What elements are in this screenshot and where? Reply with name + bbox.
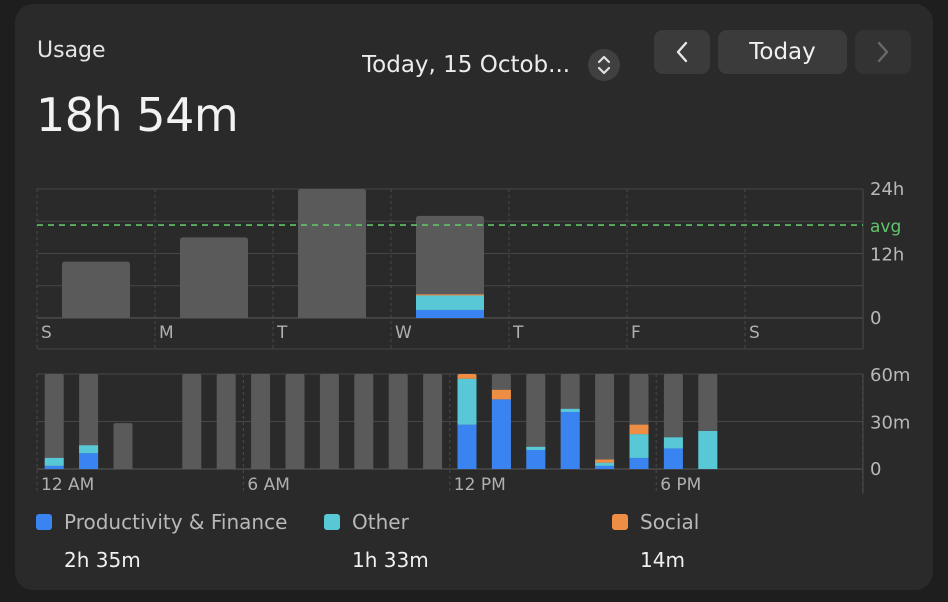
date-label: Today, 15 Octob... [362, 52, 571, 78]
productivity-swatch [36, 514, 52, 530]
next-day-button[interactable] [855, 30, 911, 74]
total-usage-time: 18h 54m [36, 88, 239, 142]
chevron-up-down-icon[interactable] [588, 49, 620, 81]
social-swatch [612, 514, 628, 530]
chevron-left-icon [676, 41, 688, 63]
usage-title: Usage [37, 38, 106, 63]
legend-other: Other [324, 510, 409, 534]
legend-label: Productivity & Finance [64, 510, 288, 534]
other-time: 1h 33m [352, 548, 429, 572]
productivity-time: 2h 35m [64, 548, 141, 572]
social-time: 14m [640, 548, 685, 572]
chevron-right-icon [877, 41, 889, 63]
legend-social: Social [612, 510, 699, 534]
legend-label: Other [352, 510, 409, 534]
legend-productivity: Productivity & Finance [36, 510, 287, 534]
date-selector[interactable]: Today, 15 Octob... [362, 48, 620, 82]
today-button[interactable]: Today [718, 30, 847, 74]
previous-day-button[interactable] [654, 30, 710, 74]
other-swatch [324, 514, 340, 530]
legend-label: Social [640, 510, 700, 534]
